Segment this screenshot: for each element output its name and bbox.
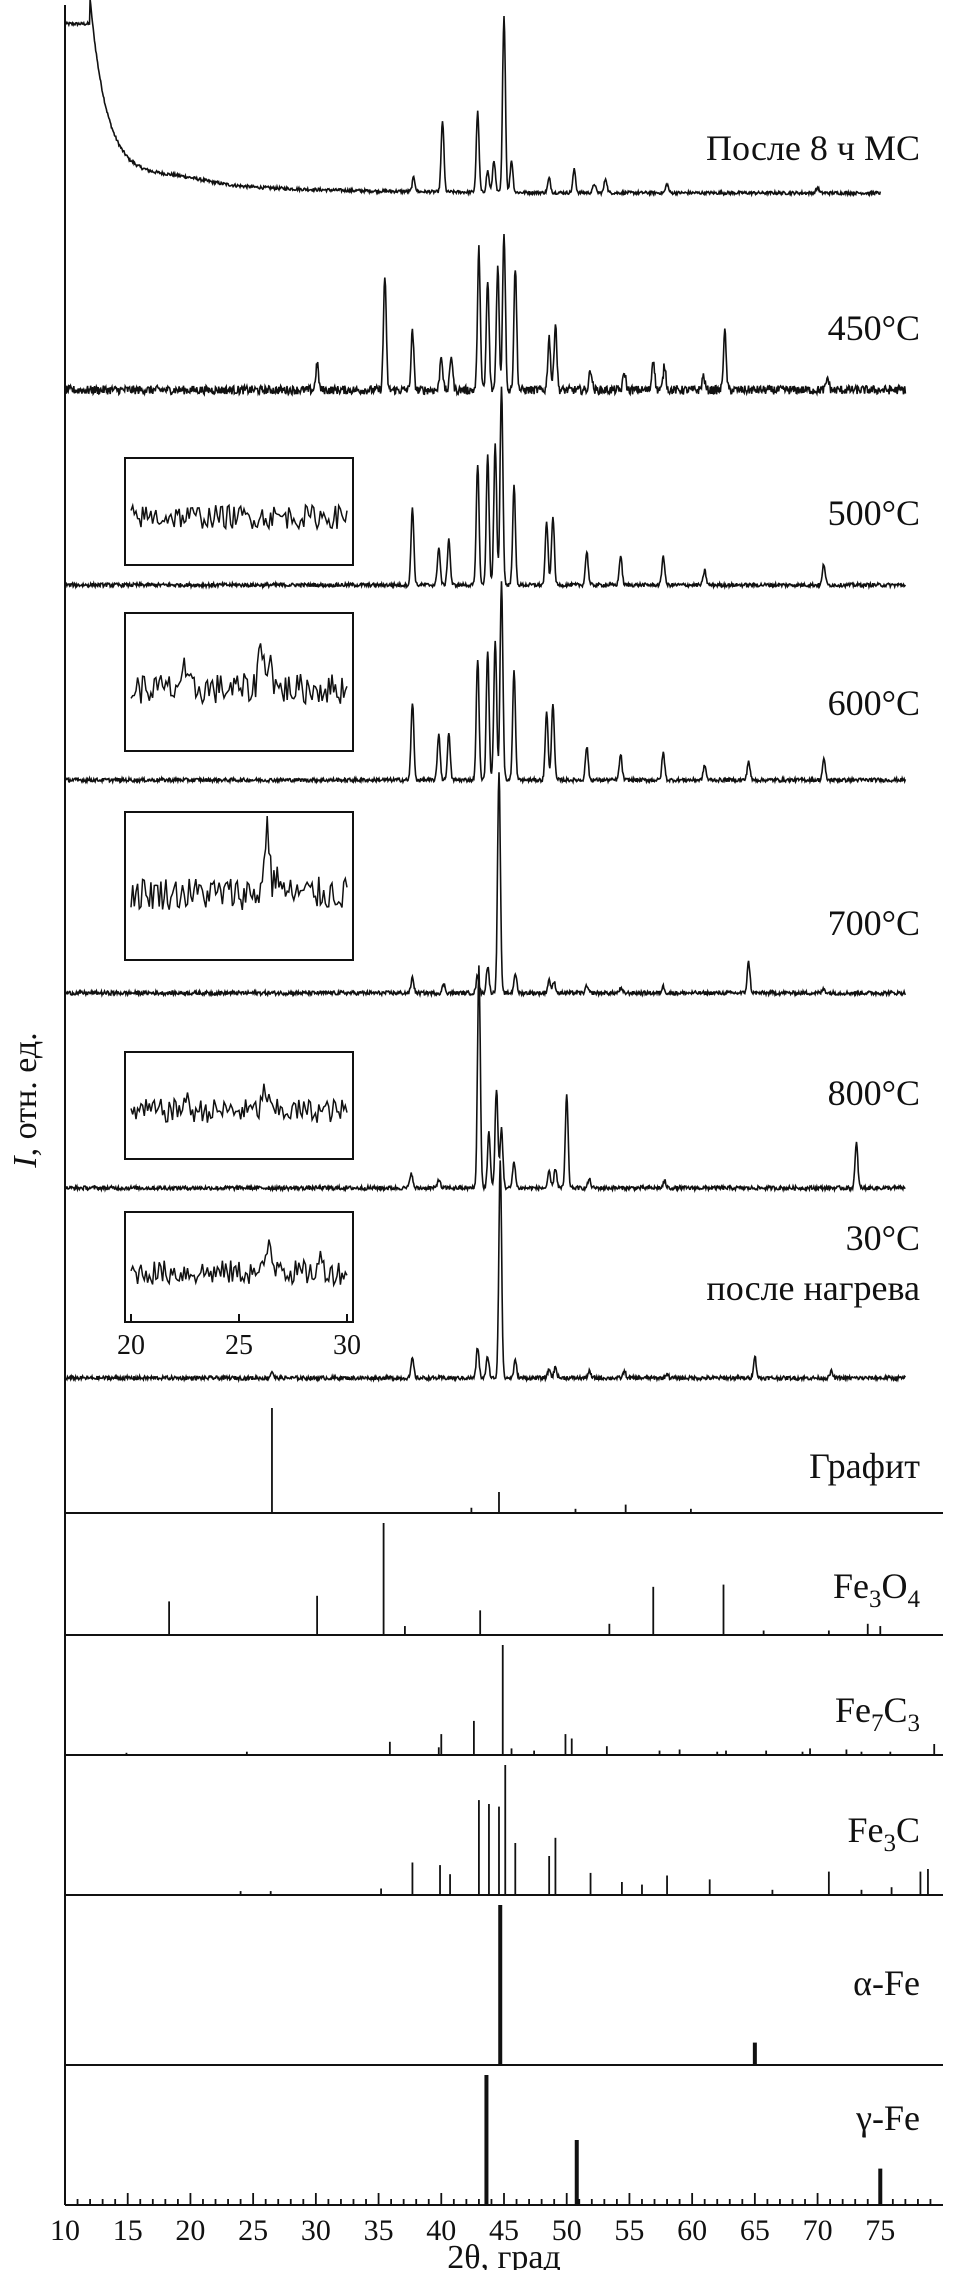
- ref-label-4: α-Fe: [853, 1963, 920, 2003]
- inset-box-2: [124, 811, 354, 961]
- inset-line-4: [130, 1239, 348, 1288]
- label-layer: После 8 ч МС 450°C 500°C 600°C 700°C 800°C 30°…: [706, 128, 920, 2138]
- x-tick-label-75: 75: [865, 2214, 895, 2247]
- inset-box-1: [124, 612, 354, 752]
- series-label-6-line2: после нагрева: [706, 1268, 920, 1308]
- x-tick-label-10: 10: [50, 2214, 80, 2247]
- inset-line-3: [130, 1083, 348, 1123]
- reference-layer: [65, 1408, 943, 2205]
- series-line-5: [64, 965, 906, 1194]
- x-tick-label-25: 25: [238, 2214, 268, 2247]
- ref-label-1: Fe3O4: [833, 1566, 921, 1613]
- ref-label-5: γ-Fe: [855, 2098, 920, 2138]
- series-label-0: После 8 ч МС: [706, 128, 920, 168]
- series-label-1: 450°C: [828, 308, 920, 348]
- x-tick-label-35: 35: [364, 2214, 394, 2247]
- inset-line-0: [130, 502, 348, 532]
- series-line-1: [64, 233, 907, 397]
- series-label-2: 500°C: [828, 493, 920, 533]
- series-line-2: [64, 386, 907, 591]
- series-label-5: 800°C: [828, 1073, 920, 1113]
- series-line-6: [64, 1160, 907, 1384]
- x-tick-label-15: 15: [113, 2214, 143, 2247]
- inset-tick-label-2: 30: [333, 1330, 361, 1361]
- inset-box-0: [124, 457, 354, 566]
- x-tick-label-50: 50: [552, 2214, 582, 2247]
- inset-tick-label-1: 25: [225, 1330, 253, 1361]
- series-line-0: [64, 0, 882, 198]
- ref-label-3: Fe3C: [847, 1810, 920, 1857]
- series-label-6: 30°C: [846, 1218, 920, 1258]
- series-layer: [64, 0, 907, 1384]
- x-tick-label-30: 30: [301, 2214, 331, 2247]
- y-axis-title: I, отн. ед.: [7, 1032, 44, 1168]
- inset-line-2: [130, 815, 348, 911]
- x-tick-label-60: 60: [677, 2214, 707, 2247]
- series-label-4: 700°C: [828, 903, 920, 943]
- ref-label-0: Графит: [809, 1446, 920, 1486]
- inset-tick-label-0: 20: [117, 1330, 145, 1361]
- series-label-3: 600°C: [828, 683, 920, 723]
- inset-layer: 20 25 30: [117, 457, 361, 1361]
- ref-label-2: Fe7C3: [835, 1690, 920, 1737]
- series-line-4: [64, 772, 907, 999]
- x-axis-title: 2θ, град: [447, 2239, 561, 2270]
- axis-layer: 10 15 20 25 30 35 40 45 50 55 60 65 70 75 2θ, град I, о…: [7, 1032, 932, 2270]
- inset-line-1: [130, 643, 348, 706]
- x-tick-label-20: 20: [175, 2214, 205, 2247]
- x-tick-label-70: 70: [803, 2214, 833, 2247]
- x-tick-label-45: 45: [489, 2214, 519, 2247]
- x-tick-label-65: 65: [740, 2214, 770, 2247]
- inset-box-3: [124, 1051, 354, 1160]
- series-line-3: [64, 581, 907, 785]
- x-tick-label-55: 55: [614, 2214, 644, 2247]
- x-tick-label-40: 40: [426, 2214, 456, 2247]
